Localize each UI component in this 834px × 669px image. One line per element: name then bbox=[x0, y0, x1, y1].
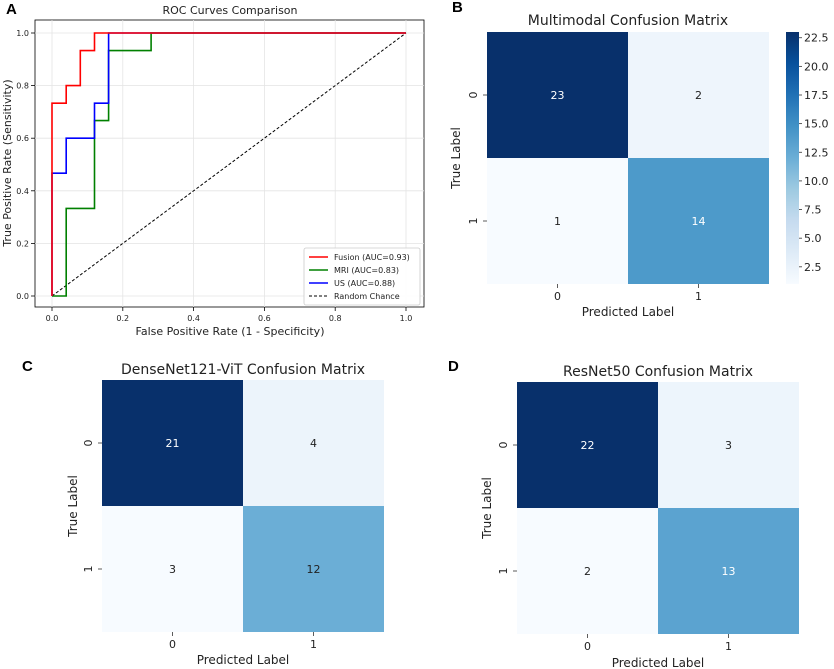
roc-chart: 0.0 0.2 0.4 0.6 0.8 1.0 0.0 0.2 0.4 0.6 0.8 1.0 RO… bbox=[1, 4, 425, 338]
colorbar-tick-label: 12.5 bbox=[804, 146, 829, 159]
roc-x-tick-label: 0.4 bbox=[187, 314, 200, 323]
heatmap-y-tick-label: 1 bbox=[467, 218, 480, 225]
heatmap-x-tick-label: 1 bbox=[725, 640, 732, 653]
roc-y-tick-label: 1.0 bbox=[16, 29, 29, 38]
roc-line-random bbox=[51, 32, 407, 297]
heatmap-y-tick-label: 1 bbox=[497, 568, 510, 575]
legend-random-label: Random Chance bbox=[334, 292, 400, 301]
heatmap-cell bbox=[243, 506, 384, 632]
roc-y-tick-label: 0.6 bbox=[16, 134, 29, 143]
roc-x-tick-label: 1.0 bbox=[400, 314, 413, 323]
heatmap-cell-value: 3 bbox=[169, 563, 176, 576]
colorbar-tick-label: 17.5 bbox=[804, 89, 829, 102]
heatmap-x-tick-label: 0 bbox=[554, 290, 561, 303]
heatmap-cell-value: 21 bbox=[166, 437, 180, 450]
heatmap-cell-value: 1 bbox=[554, 215, 561, 228]
multimodal-confusion-matrix: Multimodal Confusion Matrix 23 2 1 14 0 1 0 1 P… bbox=[449, 13, 829, 319]
heatmap-x-tick-label: 0 bbox=[169, 638, 176, 651]
heatmap-cell-value: 22 bbox=[581, 439, 595, 452]
heatmap-cell-value: 3 bbox=[725, 439, 732, 452]
colorbar-tick-label: 7.5 bbox=[804, 204, 822, 217]
heatmap-cell bbox=[517, 382, 658, 508]
colorbar-gradient bbox=[786, 32, 799, 284]
heatmap-cell-value: 14 bbox=[692, 215, 706, 228]
multimodal-cells: 23 2 1 14 0 1 0 1 bbox=[467, 32, 769, 303]
roc-x-axis-label: False Positive Rate (1 - Specificity) bbox=[136, 325, 325, 338]
roc-x-ticks: 0.0 0.2 0.4 0.6 0.8 1.0 bbox=[46, 307, 413, 323]
panel-letter-d: D bbox=[448, 358, 459, 375]
densenet-title: DenseNet121-ViT Confusion Matrix bbox=[121, 362, 365, 378]
resnet-cells: 22 3 2 13 0 1 0 1 bbox=[497, 382, 799, 653]
panel-letter-c: C bbox=[22, 358, 33, 375]
panel-letter-a: A bbox=[6, 1, 17, 18]
legend-box bbox=[303, 247, 421, 306]
densenet-confusion-matrix: DenseNet121-ViT Confusion Matrix 21 4 3 12 0… bbox=[66, 362, 384, 667]
heatmap-cell bbox=[517, 508, 658, 634]
roc-y-axis-label: True Positive Rate (Sensitivity) bbox=[1, 79, 14, 247]
heatmap-x-tick-label: 1 bbox=[310, 638, 317, 651]
heatmap-cell bbox=[487, 32, 628, 158]
multimodal-title: Multimodal Confusion Matrix bbox=[528, 13, 728, 29]
heatmap-cell bbox=[102, 380, 243, 506]
roc-title: ROC Curves Comparison bbox=[162, 4, 297, 17]
heatmap-cell-value: 4 bbox=[310, 437, 317, 450]
resnet-title: ResNet50 Confusion Matrix bbox=[563, 364, 753, 380]
heatmap-y-tick-label: 1 bbox=[82, 566, 95, 573]
densenet-x-axis-label: Predicted Label bbox=[197, 653, 290, 667]
colorbar-tick-label: 2.5 bbox=[804, 261, 822, 274]
legend-mri-label: MRI (AUC=0.83) bbox=[334, 266, 399, 275]
heatmap-cell-value: 2 bbox=[584, 565, 591, 578]
resnet-x-axis-label: Predicted Label bbox=[612, 656, 705, 669]
multimodal-x-axis-label: Predicted Label bbox=[582, 305, 675, 319]
heatmap-cell-value: 2 bbox=[695, 89, 702, 102]
colorbar-tick-label: 22.5 bbox=[804, 32, 829, 45]
heatmap-cell-value: 13 bbox=[722, 565, 736, 578]
roc-x-tick-label: 0.6 bbox=[258, 314, 271, 323]
roc-line-mri bbox=[52, 32, 406, 297]
roc-x-tick-label: 0.2 bbox=[116, 314, 129, 323]
heatmap-cell bbox=[243, 380, 384, 506]
heatmap-x-tick-label: 0 bbox=[584, 640, 591, 653]
colorbar: 2.5 5.0 7.5 10.0 12.5 15.0 17.5 20.0 22.5 bbox=[786, 32, 829, 284]
heatmap-cell-value: 12 bbox=[307, 563, 321, 576]
roc-y-tick-label: 0.2 bbox=[16, 239, 29, 248]
roc-x-tick-label: 0.8 bbox=[329, 314, 342, 323]
heatmap-cell bbox=[102, 506, 243, 632]
heatmap-cell bbox=[628, 158, 769, 284]
panel-letter-b: B bbox=[452, 0, 463, 16]
densenet-y-axis-label: True Label bbox=[66, 475, 80, 538]
heatmap-cell bbox=[628, 32, 769, 158]
roc-y-ticks: 0.0 0.2 0.4 0.6 0.8 1.0 bbox=[16, 29, 35, 301]
heatmap-y-tick-label: 0 bbox=[82, 440, 95, 447]
roc-line-us bbox=[51, 32, 406, 296]
heatmap-cell-value: 23 bbox=[551, 89, 565, 102]
roc-line-fusion bbox=[51, 32, 406, 296]
resnet-confusion-matrix: ResNet50 Confusion Matrix 22 3 2 13 0 1 0 1 Pre… bbox=[480, 364, 799, 669]
roc-y-tick-label: 0.8 bbox=[16, 82, 29, 91]
legend-us-label: US (AUC=0.88) bbox=[334, 279, 395, 288]
heatmap-cell bbox=[487, 158, 628, 284]
roc-y-tick-label: 0.0 bbox=[16, 292, 29, 301]
colorbar-tick-label: 20.0 bbox=[804, 60, 829, 73]
legend-fusion-label: Fusion (AUC=0.93) bbox=[334, 253, 410, 262]
heatmap-cell bbox=[658, 508, 799, 634]
heatmap-x-tick-label: 1 bbox=[695, 290, 702, 303]
roc-legend: Fusion (AUC=0.93) MRI (AUC=0.83) US (AUC… bbox=[303, 247, 421, 306]
roc-x-tick-label: 0.0 bbox=[46, 314, 59, 323]
colorbar-tick-label: 5.0 bbox=[804, 232, 822, 245]
densenet-cells: 21 4 3 12 0 1 0 1 bbox=[82, 380, 384, 651]
heatmap-y-tick-label: 0 bbox=[497, 442, 510, 449]
roc-y-tick-label: 0.4 bbox=[16, 187, 29, 196]
colorbar-tick-label: 10.0 bbox=[804, 175, 829, 188]
resnet-y-axis-label: True Label bbox=[480, 477, 494, 540]
multimodal-y-axis-label: True Label bbox=[449, 127, 463, 190]
roc-lines bbox=[51, 32, 407, 297]
heatmap-y-tick-label: 0 bbox=[467, 92, 480, 99]
colorbar-tick-label: 15.0 bbox=[804, 118, 829, 131]
heatmap-cell bbox=[658, 382, 799, 508]
